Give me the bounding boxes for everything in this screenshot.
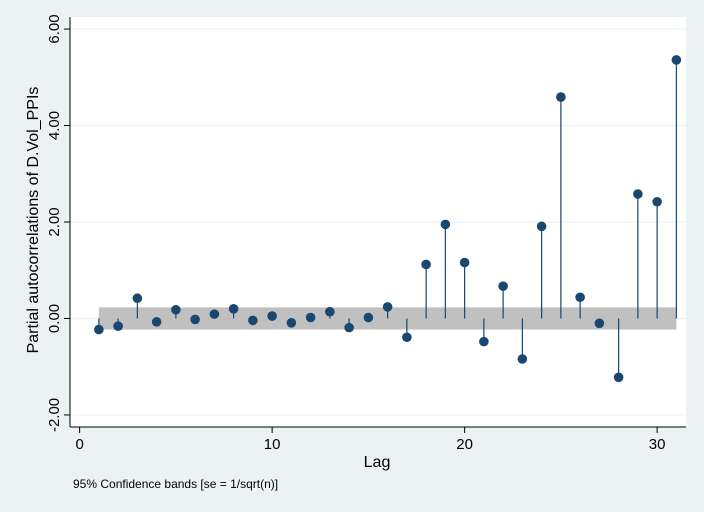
x-axis-title: Lag	[364, 454, 391, 471]
marker-lag-25	[556, 92, 566, 102]
marker-lag-27	[594, 318, 605, 329]
y-tick-label-1: 0.00	[46, 304, 63, 333]
marker-lag-10	[267, 311, 277, 321]
y-tick-label-2: 2.00	[46, 207, 63, 236]
x-tick-label-2: 20	[456, 436, 473, 453]
x-tick-label-3: 30	[649, 436, 666, 453]
marker-lag-14	[344, 322, 354, 333]
marker-lag-17	[402, 332, 412, 343]
marker-lag-3	[132, 293, 143, 304]
marker-lag-22	[498, 281, 508, 291]
marker-lag-5	[171, 304, 181, 315]
y-axis-title: Partial autocorrelations of D.Vol_PPIs	[25, 87, 42, 354]
marker-lag-31	[671, 55, 682, 65]
marker-lag-7	[209, 309, 220, 319]
x-tick-label-0: 0	[75, 436, 83, 453]
marker-lag-11	[286, 318, 297, 328]
marker-lag-15	[363, 312, 374, 323]
marker-lag-29	[633, 189, 643, 199]
marker-lag-1	[94, 324, 104, 335]
marker-lag-8	[228, 304, 239, 314]
marker-lag-18	[421, 259, 431, 270]
x-tick-label-1: 10	[264, 436, 281, 453]
y-tick-label-0: -2.00	[46, 398, 63, 432]
marker-lag-2	[113, 321, 123, 331]
marker-lag-24	[536, 221, 547, 232]
marker-lag-23	[517, 354, 528, 364]
marker-lag-12	[305, 312, 316, 323]
marker-lag-26	[575, 292, 585, 303]
marker-lag-20	[459, 257, 470, 268]
markers-layer	[94, 55, 682, 383]
marker-lag-21	[479, 336, 489, 347]
marker-lag-30	[652, 196, 662, 207]
marker-lag-9	[248, 315, 258, 326]
marker-lag-6	[190, 314, 200, 325]
y-tick-label-3: 4.00	[46, 111, 63, 140]
marker-lag-28	[613, 372, 624, 383]
marker-lag-4	[151, 317, 162, 327]
marker-lag-16	[382, 302, 393, 312]
axes: -2.00 0.00 2.00 4.00 6.00 0 10 20 30	[46, 14, 686, 453]
marker-lag-13	[325, 306, 335, 317]
confidence-band-note: 95% Confidence bands [se = 1/sqrt(n)]	[73, 477, 278, 491]
marker-lag-19	[440, 219, 451, 230]
y-tick-label-4: 6.00	[46, 14, 63, 43]
